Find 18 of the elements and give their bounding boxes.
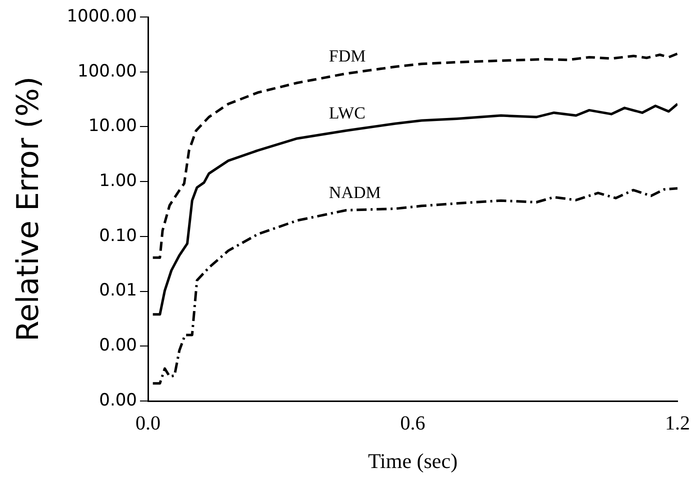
x-tick-label: 0.6 (400, 412, 426, 434)
y-tick-label: 0.10 (99, 226, 137, 246)
y-tick-label: 100.00 (78, 61, 137, 82)
line-series (152, 187, 678, 385)
series-label: LWC (328, 104, 366, 123)
line-series (152, 52, 678, 259)
y-tick-label: 10.00 (88, 116, 137, 136)
y-axis-title: Relative Error (%) (10, 76, 46, 342)
y-tick-label: 1.00 (99, 170, 137, 191)
series-label: NADM (328, 183, 381, 202)
y-tick-label: 0.01 (99, 280, 137, 301)
y-tick-label: 0.00 (99, 336, 137, 356)
x-axis-title: Time (sec) (368, 448, 458, 473)
y-tick-label: 1000.00 (66, 6, 137, 26)
y-tick-label: 0.00 (99, 390, 137, 410)
series-label: FDM (328, 46, 366, 66)
x-tick-label: 0.0 (136, 412, 160, 434)
x-tick-label: 1.2 (665, 412, 690, 434)
